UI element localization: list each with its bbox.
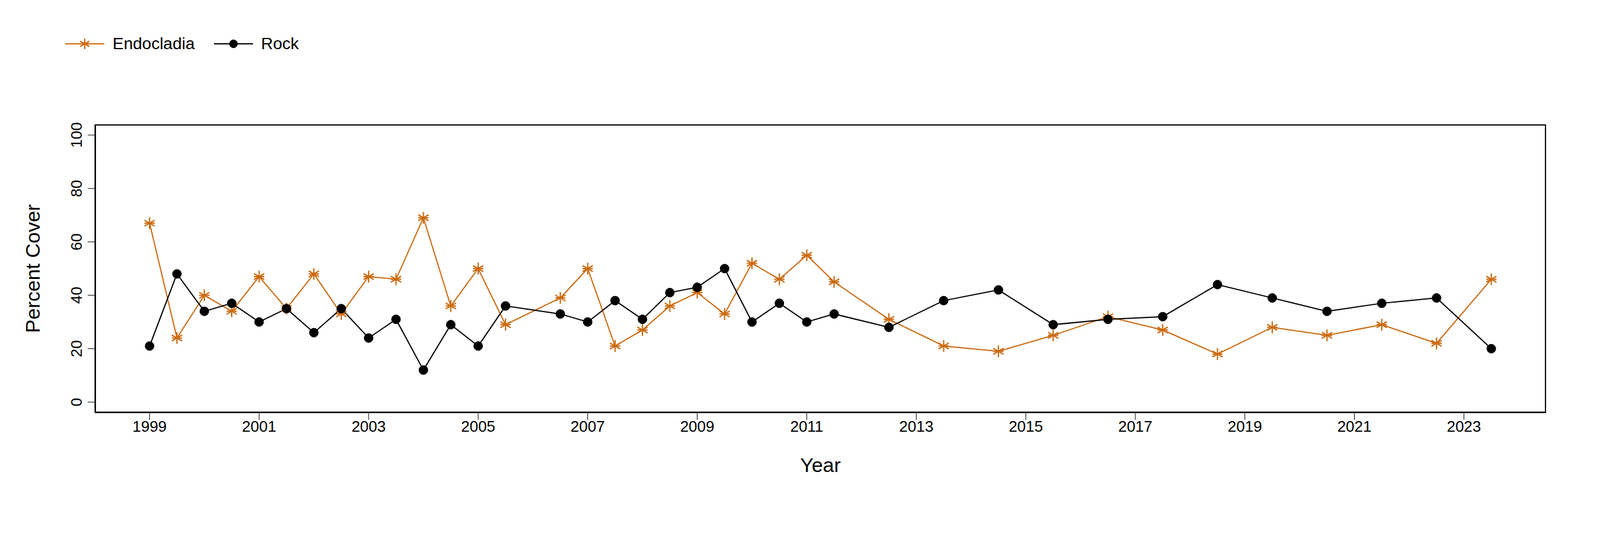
svg-text:2011: 2011 (789, 417, 824, 436)
svg-text:20: 20 (67, 340, 86, 358)
svg-text:80: 80 (67, 180, 86, 198)
svg-text:2007: 2007 (570, 417, 606, 436)
svg-text:2023: 2023 (1446, 417, 1481, 436)
svg-text:2013: 2013 (898, 417, 934, 436)
svg-text:2003: 2003 (351, 417, 386, 436)
html-text:Rock: Rock (261, 34, 299, 53)
svg-text:2019: 2019 (1227, 417, 1263, 436)
svg-text:2009: 2009 (680, 417, 715, 436)
svg-text:2001: 2001 (241, 417, 277, 436)
html-text:Endocladia: Endocladia (112, 34, 195, 53)
svg-text:1999: 1999 (132, 417, 167, 436)
svg-text:2017: 2017 (1118, 417, 1153, 436)
svg-text:2005: 2005 (461, 417, 496, 436)
svg-text:Percent Cover: Percent Cover (21, 204, 44, 334)
svg-text:0: 0 (67, 398, 86, 407)
svg-text:60: 60 (67, 233, 86, 251)
svg-text:100: 100 (67, 122, 86, 148)
svg-text:2021: 2021 (1337, 417, 1372, 436)
svg-text:2015: 2015 (1008, 417, 1043, 436)
svg-text:40: 40 (67, 286, 86, 304)
svg-text:Year: Year (800, 453, 841, 477)
